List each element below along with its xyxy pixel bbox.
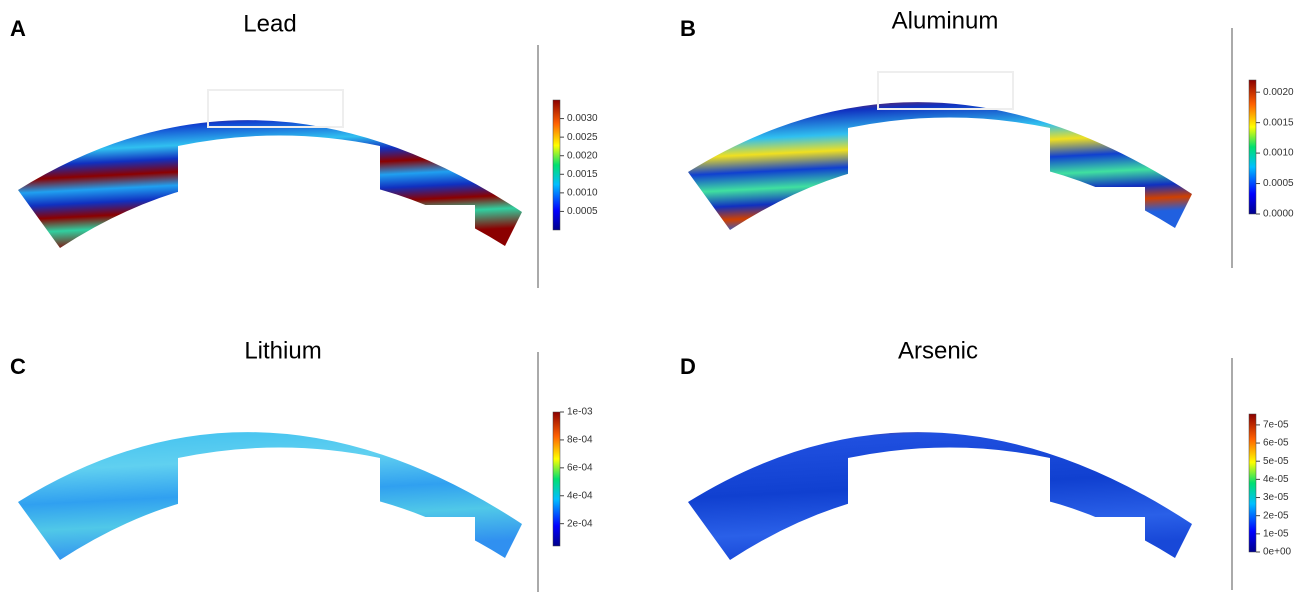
colorbar-tick-label: 0.0030 <box>567 113 598 124</box>
colorbar-tick-label: 0.0010 <box>1263 148 1294 159</box>
colorbar-tick-label: 4e-04 <box>567 490 593 501</box>
panel-title: Arsenic <box>898 337 978 364</box>
colorbar <box>1249 80 1256 214</box>
colorbar-tick-label: 6e-05 <box>1263 438 1289 449</box>
panel-label: C <box>10 354 26 379</box>
colorbar-tick-label: 0.0020 <box>567 150 598 161</box>
colorbar <box>553 100 560 230</box>
colorbar-tick-label: 1e-05 <box>1263 528 1289 539</box>
panel-label: D <box>680 354 696 379</box>
colorbar-tick-label: 4e-05 <box>1263 474 1289 485</box>
colorbar-tick-label: 1e-03 <box>567 407 593 418</box>
colorbar-tick-label: 2e-04 <box>567 518 593 529</box>
colorbar-tick-label: 0.0015 <box>567 169 598 180</box>
colorbar-tick-label: 0.0005 <box>1263 178 1294 189</box>
colorbar-tick-label: 6e-04 <box>567 462 593 473</box>
figure: A Lead 0.0005 0.0010 0.0015 0.0020 0.0025 0.003… <box>0 0 1309 593</box>
colorbar-tick-label: 3e-05 <box>1263 492 1289 503</box>
tissue-cutout <box>178 136 475 297</box>
panel-label: B <box>680 16 696 41</box>
colorbar-tick-label: 0e+00 <box>1263 547 1292 558</box>
colorbar-tick-label: 0.0000 <box>1263 209 1294 220</box>
tissue-cutout <box>848 118 1145 279</box>
panel-title: Lithium <box>244 337 321 364</box>
panel-title: Aluminum <box>892 7 999 34</box>
colorbar <box>553 412 560 546</box>
colorbar-tick-label: 0.0015 <box>1263 117 1294 128</box>
panel-title: Lead <box>243 10 296 37</box>
colorbar-tick-label: 5e-05 <box>1263 456 1289 467</box>
panel-label: A <box>10 16 26 41</box>
colorbar-tick-label: 0.0020 <box>1263 87 1294 98</box>
tissue-cutout <box>848 448 1145 594</box>
colorbar-tick-label: 0.0010 <box>567 187 598 198</box>
colorbar-tick-label: 8e-04 <box>567 435 593 446</box>
colorbar-tick-label: 2e-05 <box>1263 510 1289 521</box>
colorbar <box>1249 414 1256 552</box>
colorbar-tick-label: 0.0025 <box>567 132 598 143</box>
tissue-cutout <box>178 448 475 594</box>
colorbar-tick-label: 0.0005 <box>567 206 598 217</box>
colorbar-tick-label: 7e-05 <box>1263 420 1289 431</box>
